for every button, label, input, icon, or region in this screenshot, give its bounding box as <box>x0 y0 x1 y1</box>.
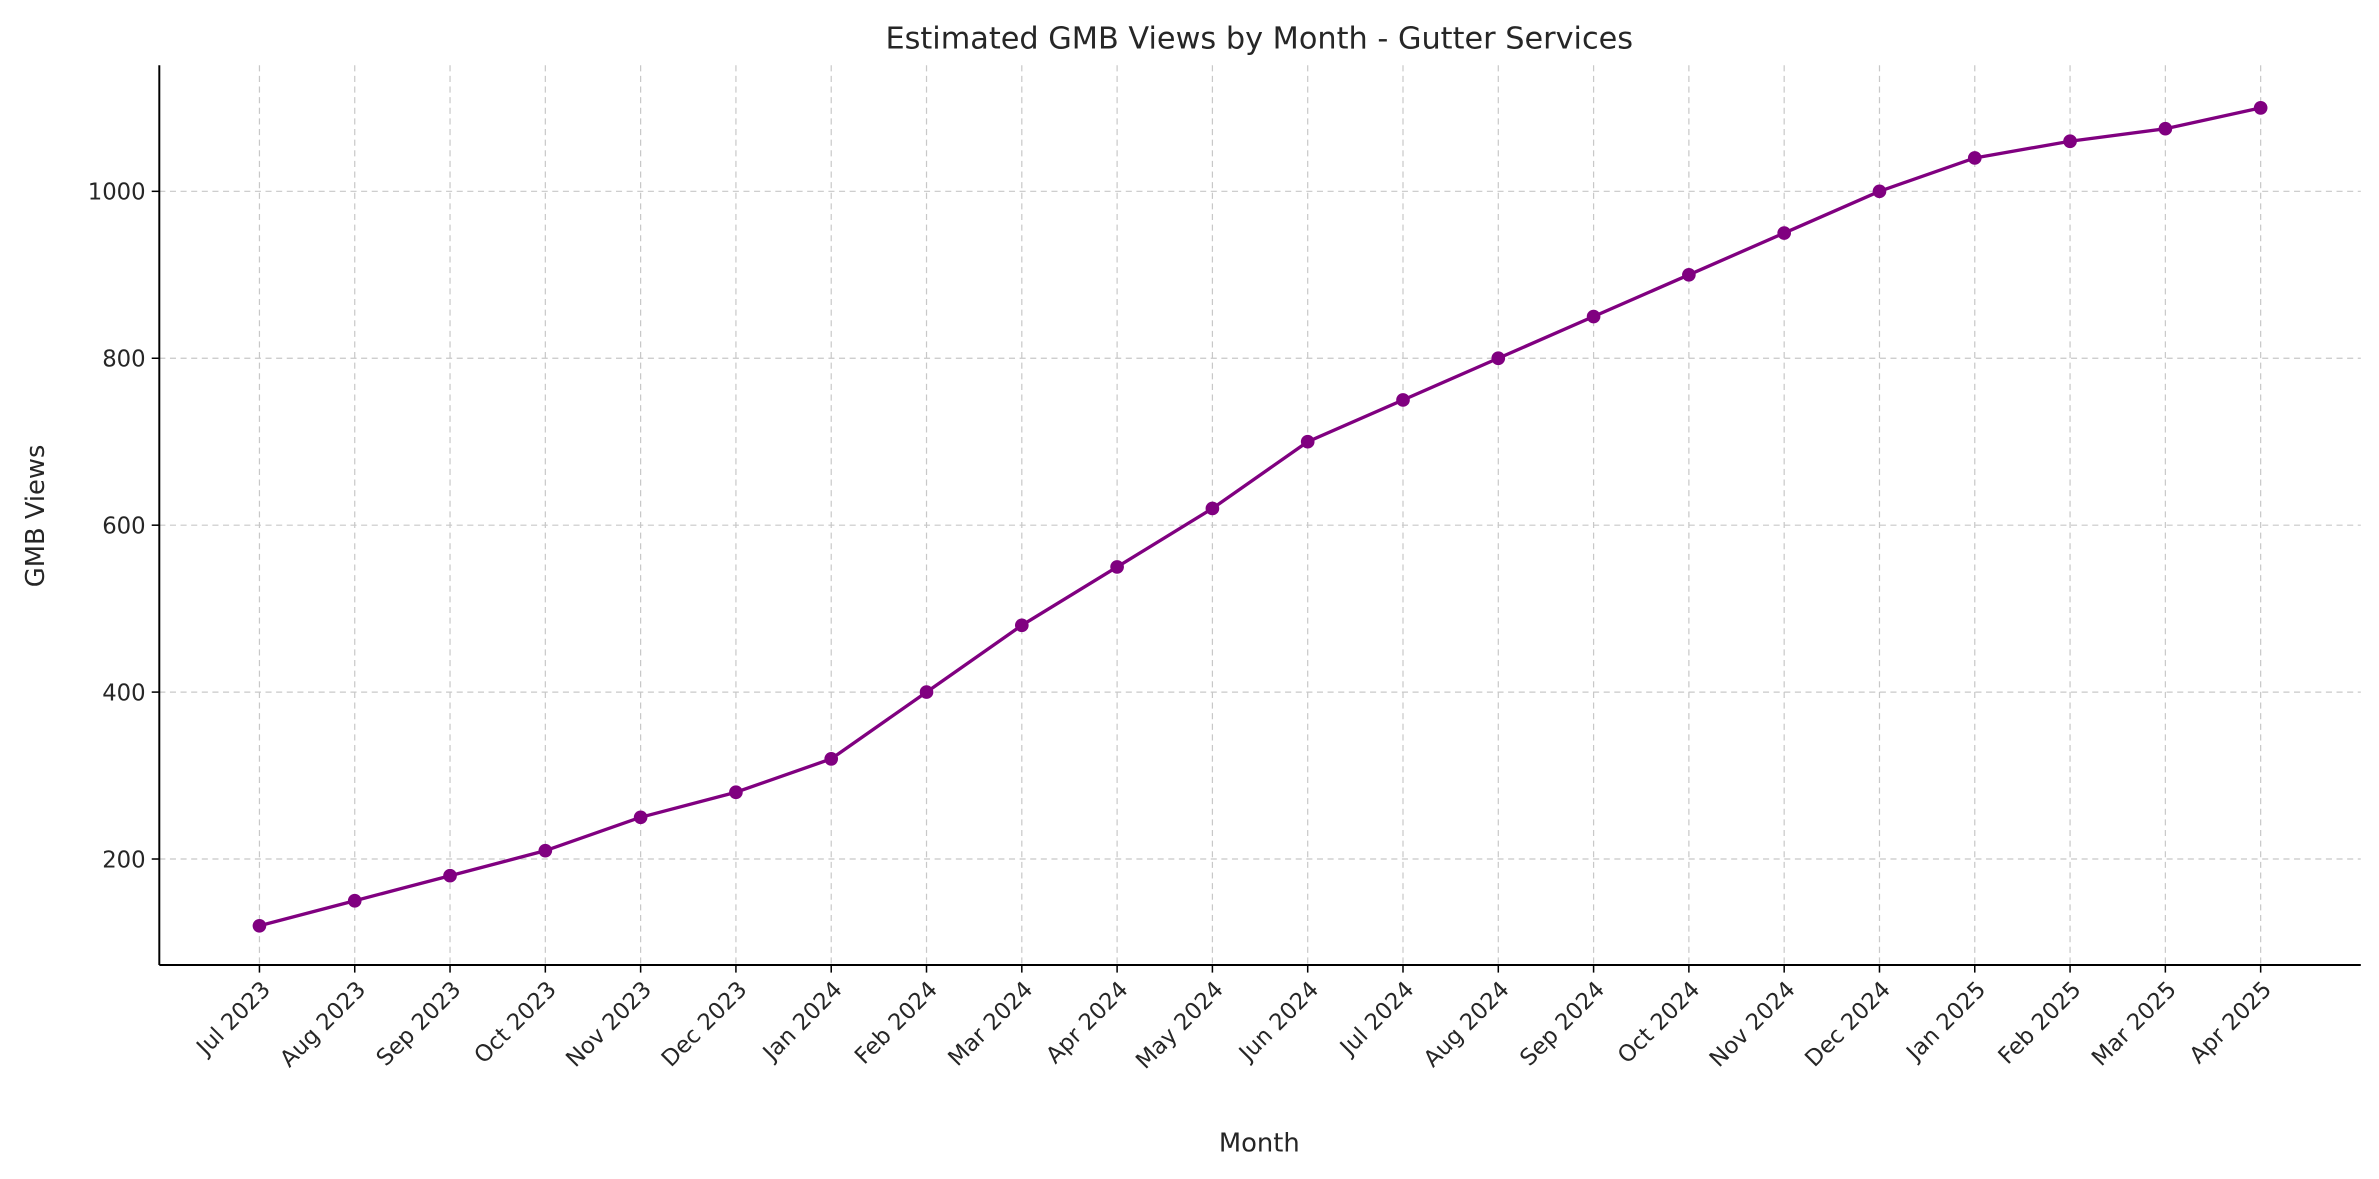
x-tick-label: Feb 2024 <box>850 977 943 1070</box>
x-tick-label: Aug 2023 <box>275 977 371 1073</box>
y-tick-label: 400 <box>102 680 145 706</box>
series-line <box>259 106 2262 928</box>
y-ticks: 200 400 600 800 1000 <box>88 180 160 873</box>
x-tick-label: Jan 2024 <box>757 977 848 1068</box>
data-point <box>919 685 934 699</box>
data-point <box>1014 618 1029 633</box>
data-point <box>252 918 267 933</box>
grid <box>159 65 2361 966</box>
data-point <box>2158 121 2173 136</box>
x-tick-label: Aug 2024 <box>1419 977 1515 1073</box>
x-tick-label: May 2024 <box>1131 977 1229 1075</box>
data-point <box>443 868 457 883</box>
data-point <box>1205 501 1220 516</box>
y-axis-label: GMB Views <box>21 445 51 588</box>
series <box>252 101 2268 933</box>
y-tick-label: 600 <box>102 514 145 540</box>
x-tick-label: Nov 2023 <box>561 977 657 1073</box>
chart-title: Estimated GMB Views by Month - Gutter Se… <box>885 22 1633 57</box>
x-tick-label: Feb 2025 <box>1994 977 2087 1070</box>
x-tick-label: Jul 2023 <box>191 977 276 1062</box>
data-point <box>633 810 648 825</box>
x-tick-label: Oct 2023 <box>469 977 561 1069</box>
data-point <box>1586 309 1601 324</box>
x-tick-label: Mar 2024 <box>943 977 1038 1072</box>
data-point <box>538 843 553 858</box>
y-tick-label: 200 <box>102 847 145 873</box>
axes <box>158 65 2361 966</box>
data-point <box>1872 184 1887 199</box>
x-tick-label: Dec 2024 <box>1800 977 1896 1073</box>
data-point <box>1300 434 1315 449</box>
x-tick-label: Jul 2024 <box>1334 977 1419 1062</box>
data-point <box>2253 101 2268 115</box>
data-point <box>1777 226 1792 240</box>
x-tick-label: Jan 2025 <box>1900 977 1991 1068</box>
data-point <box>1110 560 1124 574</box>
x-axis-label: Month <box>1219 1129 1300 1159</box>
x-tick-label: Jun 2024 <box>1233 977 1324 1068</box>
x-tick-label: Nov 2024 <box>1705 977 1801 1073</box>
data-point <box>1396 393 1410 407</box>
data-point <box>1967 151 1982 165</box>
y-tick-label: 800 <box>102 347 145 373</box>
data-point <box>729 785 743 800</box>
x-tick-label: Dec 2023 <box>657 977 753 1073</box>
data-point <box>1491 351 1506 366</box>
x-ticks: Jul 2023 Aug 2023 Sep 2023 Oct 2023 Nov 2023… <box>191 965 2277 1074</box>
x-tick-label: Mar 2025 <box>2087 977 2182 1072</box>
x-tick-label: Apr 2025 <box>2185 977 2277 1069</box>
x-tick-label: Apr 2024 <box>1041 977 1133 1069</box>
x-tick-label: Sep 2024 <box>1515 977 1610 1072</box>
data-point <box>2063 134 2077 149</box>
data-point <box>347 893 362 908</box>
y-tick-label: 1000 <box>88 180 146 206</box>
data-point <box>824 752 839 766</box>
data-point <box>1682 267 1696 282</box>
x-tick-label: Sep 2023 <box>372 977 467 1072</box>
x-tick-label: Oct 2024 <box>1613 977 1705 1069</box>
